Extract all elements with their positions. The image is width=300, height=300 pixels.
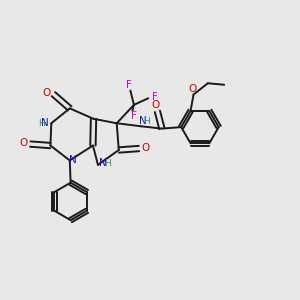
Text: O: O (20, 139, 28, 148)
Text: N: N (69, 155, 76, 165)
Text: O: O (152, 100, 160, 110)
Text: N: N (41, 118, 49, 128)
Text: H: H (38, 119, 45, 128)
Text: F: F (131, 111, 137, 121)
Text: F: F (126, 80, 132, 90)
Text: O: O (43, 88, 51, 98)
Text: N: N (100, 158, 107, 168)
Text: N: N (139, 116, 147, 127)
Text: H: H (104, 159, 111, 168)
Text: H: H (143, 117, 150, 126)
Text: O: O (188, 84, 196, 94)
Text: O: O (141, 143, 150, 153)
Text: F: F (152, 92, 158, 102)
